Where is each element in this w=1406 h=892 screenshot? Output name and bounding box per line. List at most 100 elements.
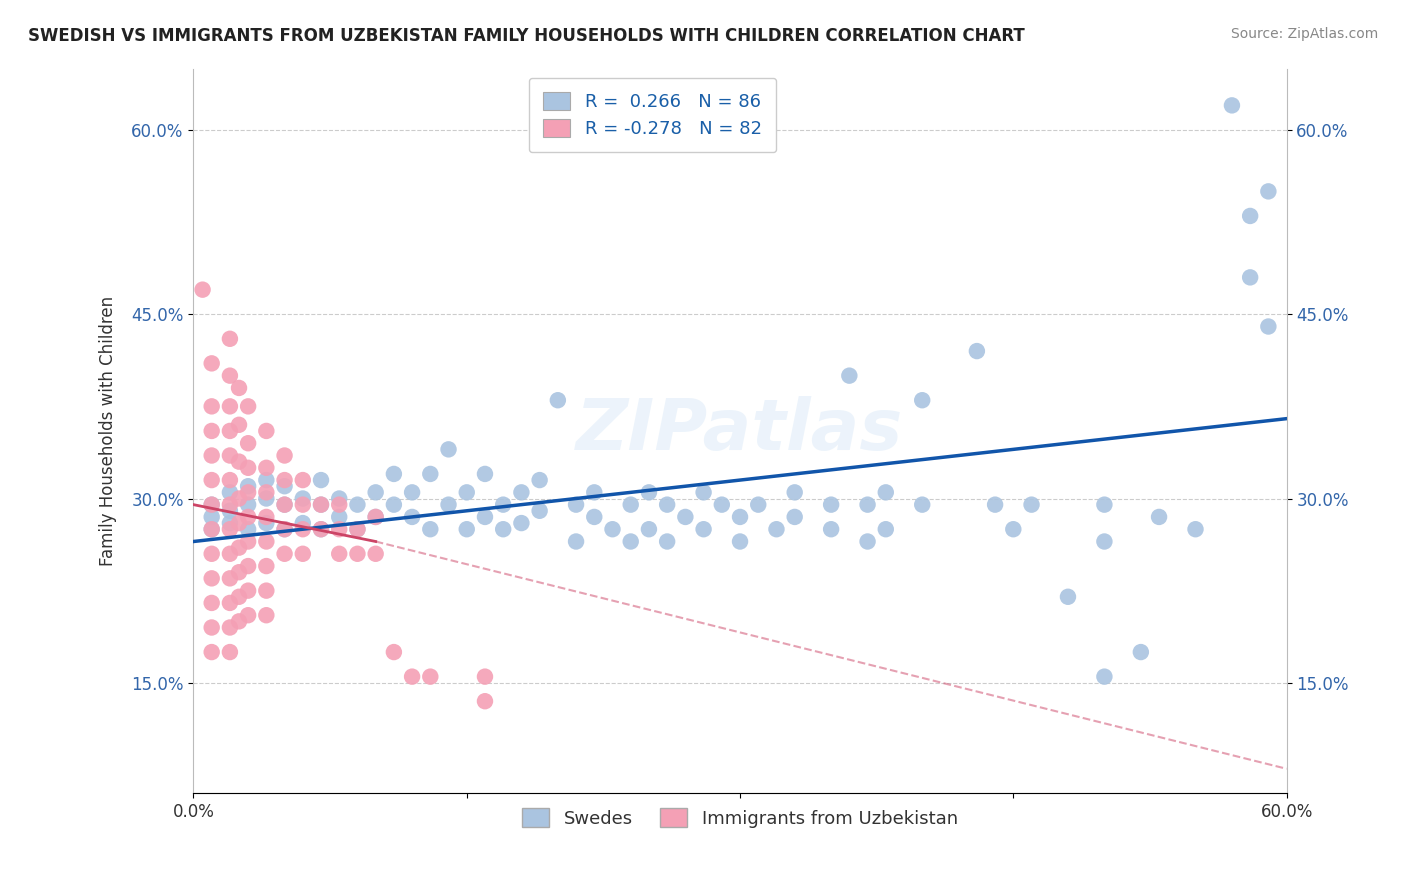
Point <box>273 479 295 493</box>
Point <box>1057 590 1080 604</box>
Point <box>291 516 314 530</box>
Point <box>309 522 332 536</box>
Point <box>219 596 242 610</box>
Point <box>565 498 588 512</box>
Point <box>236 485 259 500</box>
Point <box>228 381 250 395</box>
Point <box>620 534 643 549</box>
Point <box>783 510 806 524</box>
Point <box>201 424 224 438</box>
Point <box>419 670 441 684</box>
Point <box>219 504 242 518</box>
Point <box>219 547 242 561</box>
Point <box>728 534 751 549</box>
Point <box>382 467 405 481</box>
Point <box>219 368 242 383</box>
Point <box>201 498 224 512</box>
Point <box>728 510 751 524</box>
Point <box>1147 510 1170 524</box>
Point <box>228 417 250 432</box>
Point <box>236 583 259 598</box>
Text: Source: ZipAtlas.com: Source: ZipAtlas.com <box>1230 27 1378 41</box>
Point <box>219 332 242 346</box>
Point <box>364 510 387 524</box>
Point <box>236 510 259 524</box>
Point <box>191 283 214 297</box>
Point <box>254 460 277 475</box>
Y-axis label: Family Households with Children: Family Households with Children <box>100 296 117 566</box>
Point <box>474 694 496 708</box>
Point <box>219 485 242 500</box>
Point <box>657 534 679 549</box>
Point <box>254 485 277 500</box>
Point <box>419 522 441 536</box>
Point <box>273 498 295 512</box>
Point <box>1239 270 1261 285</box>
Point <box>236 400 259 414</box>
Point <box>201 571 224 585</box>
Point <box>346 498 368 512</box>
Point <box>219 645 242 659</box>
Point <box>219 516 242 530</box>
Point <box>710 498 733 512</box>
Point <box>328 491 350 506</box>
Point <box>783 485 806 500</box>
Point <box>456 485 478 500</box>
Point <box>401 670 423 684</box>
Point <box>437 498 460 512</box>
Point <box>875 522 897 536</box>
Point <box>309 498 332 512</box>
Point <box>364 485 387 500</box>
Point <box>638 485 661 500</box>
Point <box>236 460 259 475</box>
Point <box>401 510 423 524</box>
Point <box>201 449 224 463</box>
Point <box>1257 319 1279 334</box>
Text: ZIPatlas: ZIPatlas <box>576 396 904 466</box>
Point <box>273 522 295 536</box>
Point <box>228 541 250 555</box>
Point <box>228 590 250 604</box>
Point <box>254 491 277 506</box>
Point <box>492 498 515 512</box>
Point <box>219 424 242 438</box>
Point <box>254 534 277 549</box>
Point <box>273 449 295 463</box>
Point <box>228 455 250 469</box>
Point <box>309 498 332 512</box>
Point <box>529 504 551 518</box>
Point <box>254 510 277 524</box>
Point <box>620 498 643 512</box>
Point <box>236 479 259 493</box>
Point <box>346 547 368 561</box>
Point <box>273 498 295 512</box>
Point <box>219 522 242 536</box>
Point <box>291 498 314 512</box>
Point <box>228 491 250 506</box>
Point <box>201 645 224 659</box>
Point <box>456 522 478 536</box>
Point <box>201 620 224 634</box>
Point <box>291 491 314 506</box>
Point <box>747 498 769 512</box>
Point <box>1257 185 1279 199</box>
Point <box>820 498 842 512</box>
Point <box>529 473 551 487</box>
Point <box>254 559 277 574</box>
Point <box>219 400 242 414</box>
Point <box>291 547 314 561</box>
Point <box>201 498 224 512</box>
Point <box>583 485 606 500</box>
Point <box>382 645 405 659</box>
Point <box>856 498 879 512</box>
Point <box>219 620 242 634</box>
Point <box>273 522 295 536</box>
Point <box>219 449 242 463</box>
Point <box>1092 670 1115 684</box>
Point <box>401 485 423 500</box>
Point <box>273 473 295 487</box>
Point <box>228 565 250 579</box>
Point <box>875 485 897 500</box>
Point <box>201 400 224 414</box>
Point <box>510 516 533 530</box>
